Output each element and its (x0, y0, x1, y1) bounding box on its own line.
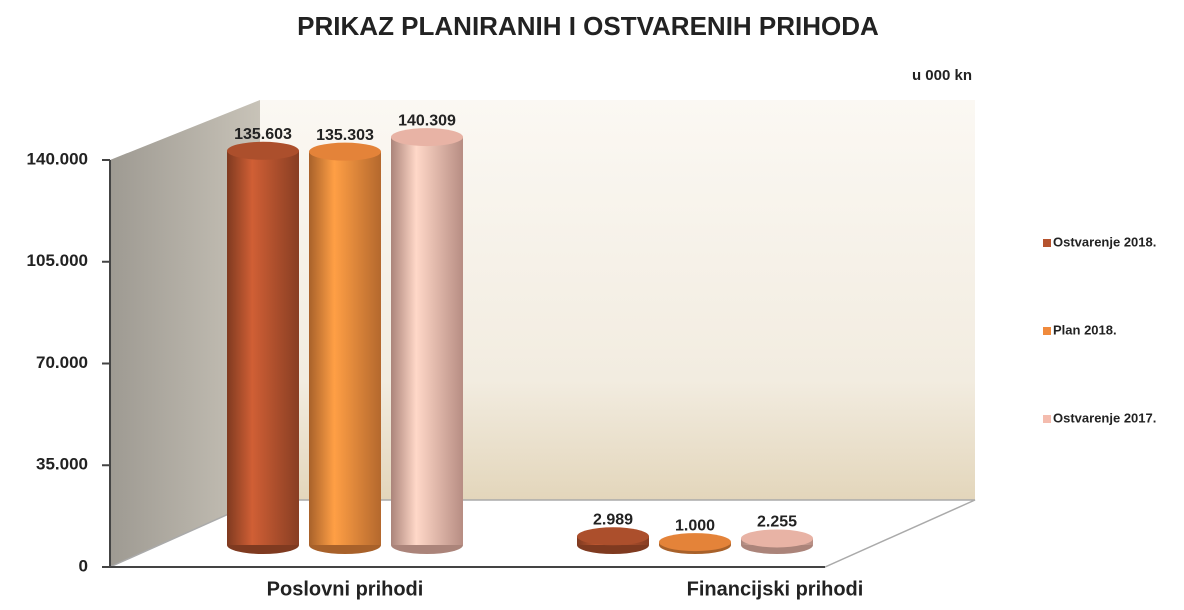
legend-swatch (1043, 327, 1051, 335)
bar-top (741, 529, 813, 548)
x-tick-label: Poslovni prihodi (267, 578, 424, 600)
chart-title: PRIKAZ PLANIRANIH I OSTVARENIH PRIHODA (297, 11, 879, 41)
legend-label: Plan 2018. (1053, 322, 1117, 337)
bar (309, 151, 381, 545)
bar (227, 150, 299, 545)
bar-top (227, 141, 299, 160)
y-tick-label: 0 (79, 556, 88, 575)
value-label: 140.309 (398, 112, 456, 129)
y-tick-label: 105.000 (27, 251, 88, 270)
bar-top (309, 142, 381, 161)
unit-label: u 000 kn (912, 67, 972, 84)
value-label: 135.603 (234, 126, 292, 143)
legend-swatch (1043, 239, 1051, 247)
bar-top (659, 533, 731, 552)
y-tick-label: 70.000 (36, 353, 88, 372)
x-tick-label: Financijski prihodi (687, 578, 864, 600)
value-label: 2.255 (757, 514, 797, 531)
value-label: 135.303 (316, 127, 374, 144)
y-tick-label: 35.000 (36, 455, 88, 474)
y-tick-label: 140.000 (27, 149, 88, 168)
bar (391, 137, 463, 546)
side-wall (110, 100, 260, 567)
legend-label: Ostvarenje 2017. (1053, 410, 1156, 425)
value-label: 2.989 (593, 512, 633, 529)
bar-top (391, 128, 463, 147)
legend-label: Ostvarenje 2018. (1053, 234, 1156, 249)
bar-top (577, 527, 649, 546)
legend-swatch (1043, 415, 1051, 423)
value-label: 1.000 (675, 517, 715, 534)
